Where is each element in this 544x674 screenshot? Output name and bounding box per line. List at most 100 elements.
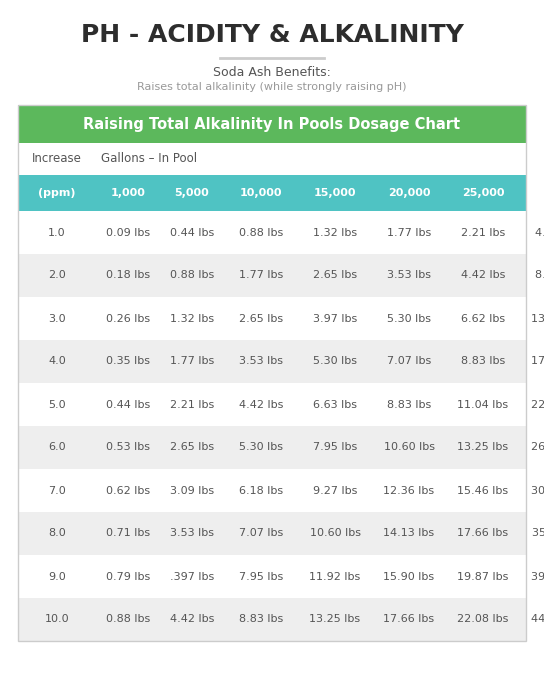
Text: 9.27 lbs: 9.27 lbs	[313, 485, 357, 495]
FancyBboxPatch shape	[18, 105, 526, 143]
Text: 2.65 lbs: 2.65 lbs	[239, 313, 283, 324]
Text: 3.53 lbs: 3.53 lbs	[387, 270, 431, 280]
Text: 35.33 lbs: 35.33 lbs	[531, 528, 544, 539]
FancyBboxPatch shape	[18, 297, 526, 340]
Text: 22.08 lbs: 22.08 lbs	[531, 400, 544, 410]
Text: 2.21 lbs: 2.21 lbs	[170, 400, 214, 410]
Text: Soda Ash Benefits:: Soda Ash Benefits:	[213, 65, 331, 78]
Text: 11.04 lbs: 11.04 lbs	[458, 400, 509, 410]
Text: 8.83 lbs: 8.83 lbs	[239, 615, 283, 625]
Text: 7.07 lbs: 7.07 lbs	[239, 528, 283, 539]
Text: 22.08 lbs: 22.08 lbs	[458, 615, 509, 625]
Text: 17.66 lbs: 17.66 lbs	[531, 357, 544, 367]
Text: 14.13 lbs: 14.13 lbs	[384, 528, 435, 539]
Text: 8.83 lbs: 8.83 lbs	[461, 357, 505, 367]
Text: 0.26 lbs: 0.26 lbs	[106, 313, 150, 324]
Text: 10.0: 10.0	[45, 615, 69, 625]
FancyBboxPatch shape	[18, 340, 526, 383]
Text: 13.25 lbs: 13.25 lbs	[458, 443, 509, 452]
Text: 15.90 lbs: 15.90 lbs	[384, 572, 435, 582]
Text: 8.0: 8.0	[48, 528, 66, 539]
FancyBboxPatch shape	[18, 598, 526, 641]
Text: 1.32 lbs: 1.32 lbs	[313, 228, 357, 237]
Text: 1.77 lbs: 1.77 lbs	[239, 270, 283, 280]
Text: 39.74 lbs: 39.74 lbs	[531, 572, 544, 582]
Text: 1,000: 1,000	[110, 188, 145, 198]
Text: 1.32 lbs: 1.32 lbs	[170, 313, 214, 324]
Text: 1.77 lbs: 1.77 lbs	[387, 228, 431, 237]
Text: 25,000: 25,000	[462, 188, 504, 198]
Text: 0.18 lbs: 0.18 lbs	[106, 270, 150, 280]
Text: 3.53 lbs: 3.53 lbs	[239, 357, 283, 367]
Text: 6.18 lbs: 6.18 lbs	[239, 485, 283, 495]
Text: 7.95 lbs: 7.95 lbs	[239, 572, 283, 582]
FancyBboxPatch shape	[18, 143, 526, 175]
FancyBboxPatch shape	[18, 426, 526, 469]
FancyBboxPatch shape	[18, 555, 526, 598]
Text: 0.35 lbs: 0.35 lbs	[106, 357, 150, 367]
Text: 44.16 lbs: 44.16 lbs	[531, 615, 544, 625]
Text: 4.42 lbs: 4.42 lbs	[170, 615, 214, 625]
Text: 20,000: 20,000	[388, 188, 430, 198]
Text: 7.0: 7.0	[48, 485, 66, 495]
Text: Gallons – In Pool: Gallons – In Pool	[101, 152, 197, 166]
Text: Increase: Increase	[32, 152, 82, 166]
Text: 0.53 lbs: 0.53 lbs	[106, 443, 150, 452]
Text: 15.46 lbs: 15.46 lbs	[458, 485, 509, 495]
Text: 50,000: 50,000	[536, 188, 544, 198]
FancyBboxPatch shape	[18, 512, 526, 555]
Text: 7.07 lbs: 7.07 lbs	[387, 357, 431, 367]
Text: 10.60 lbs: 10.60 lbs	[310, 528, 361, 539]
Text: 0.79 lbs: 0.79 lbs	[106, 572, 150, 582]
Text: 3.09 lbs: 3.09 lbs	[170, 485, 214, 495]
Text: PH - ACIDITY & ALKALINITY: PH - ACIDITY & ALKALINITY	[81, 23, 463, 47]
Text: 1.0: 1.0	[48, 228, 66, 237]
Text: 8.83 lbs: 8.83 lbs	[387, 400, 431, 410]
Text: 3.0: 3.0	[48, 313, 66, 324]
Text: 13.25 lbs: 13.25 lbs	[310, 615, 361, 625]
Text: 4.42 lbs: 4.42 lbs	[535, 228, 544, 237]
Text: 11.92 lbs: 11.92 lbs	[310, 572, 361, 582]
Text: 1.77 lbs: 1.77 lbs	[170, 357, 214, 367]
Text: 5.30 lbs: 5.30 lbs	[313, 357, 357, 367]
Text: 0.44 lbs: 0.44 lbs	[106, 400, 150, 410]
Text: 6.62 lbs: 6.62 lbs	[461, 313, 505, 324]
Text: 3.97 lbs: 3.97 lbs	[313, 313, 357, 324]
Text: 2.21 lbs: 2.21 lbs	[461, 228, 505, 237]
Text: 5.30 lbs: 5.30 lbs	[387, 313, 431, 324]
FancyBboxPatch shape	[18, 469, 526, 512]
Text: 15,000: 15,000	[314, 188, 356, 198]
Text: 9.0: 9.0	[48, 572, 66, 582]
Text: Raising Total Alkalinity In Pools Dosage Chart: Raising Total Alkalinity In Pools Dosage…	[83, 117, 461, 131]
Text: 5.0: 5.0	[48, 400, 66, 410]
Text: 0.88 lbs: 0.88 lbs	[170, 270, 214, 280]
Text: 17.66 lbs: 17.66 lbs	[458, 528, 509, 539]
Text: 17.66 lbs: 17.66 lbs	[384, 615, 435, 625]
Text: Raises total alkalinity (while strongly raising pH): Raises total alkalinity (while strongly …	[137, 82, 407, 92]
Text: 2.0: 2.0	[48, 270, 66, 280]
FancyBboxPatch shape	[18, 211, 526, 254]
Text: 5.30 lbs: 5.30 lbs	[239, 443, 283, 452]
Text: .397 lbs: .397 lbs	[170, 572, 214, 582]
FancyBboxPatch shape	[18, 175, 526, 211]
Text: 4.42 lbs: 4.42 lbs	[461, 270, 505, 280]
Text: 5,000: 5,000	[175, 188, 209, 198]
Text: 6.63 lbs: 6.63 lbs	[313, 400, 357, 410]
Text: 10,000: 10,000	[240, 188, 282, 198]
Text: 0.62 lbs: 0.62 lbs	[106, 485, 150, 495]
Text: 0.71 lbs: 0.71 lbs	[106, 528, 150, 539]
Text: 6.0: 6.0	[48, 443, 66, 452]
Text: 19.87 lbs: 19.87 lbs	[458, 572, 509, 582]
Text: (ppm): (ppm)	[38, 188, 76, 198]
FancyBboxPatch shape	[18, 383, 526, 426]
Text: 3.53 lbs: 3.53 lbs	[170, 528, 214, 539]
Text: 0.44 lbs: 0.44 lbs	[170, 228, 214, 237]
Text: 10.60 lbs: 10.60 lbs	[384, 443, 435, 452]
Text: 26.49 lbs: 26.49 lbs	[531, 443, 544, 452]
Text: 8.83 lbs: 8.83 lbs	[535, 270, 544, 280]
Text: 2.65 lbs: 2.65 lbs	[313, 270, 357, 280]
Text: 7.95 lbs: 7.95 lbs	[313, 443, 357, 452]
Text: 0.88 lbs: 0.88 lbs	[239, 228, 283, 237]
Text: 12.36 lbs: 12.36 lbs	[384, 485, 435, 495]
Text: 4.42 lbs: 4.42 lbs	[239, 400, 283, 410]
